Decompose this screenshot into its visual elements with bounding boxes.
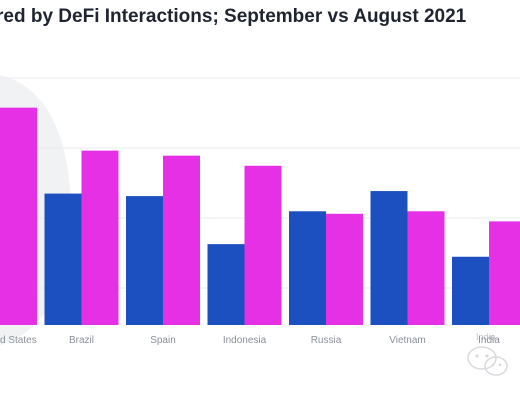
category-labels: d States Brazil Spain Indonesia Russia Vietna… <box>0 335 500 346</box>
bar-1-series-1 <box>81 150 119 325</box>
bar-3-series-1 <box>244 165 282 325</box>
bar-6-series-0 <box>452 256 489 325</box>
category-label-3: Indonesia <box>223 335 267 346</box>
category-label-4: Russia <box>311 335 342 346</box>
bar-6-series-1 <box>489 221 520 325</box>
category-label-0: d States <box>0 335 37 346</box>
bar-0-series-1 <box>0 107 37 326</box>
category-label-5: Vietnam <box>389 335 426 346</box>
bar-4-series-0 <box>289 211 326 325</box>
bar-2-series-0 <box>126 196 163 325</box>
category-label-1: Brazil <box>69 335 94 346</box>
wechat-icon <box>467 346 508 376</box>
bars <box>0 107 520 326</box>
category-label-6: India <box>478 335 500 346</box>
bar-4-series-1 <box>326 213 363 325</box>
bar-5-series-0 <box>370 191 408 325</box>
watermark-label: India <box>476 332 496 342</box>
wechat-watermark: India <box>467 332 508 376</box>
bar-2-series-1 <box>163 155 200 325</box>
bar-5-series-1 <box>407 211 445 325</box>
bar-1-series-0 <box>44 193 82 325</box>
category-label-2: Spain <box>150 335 176 346</box>
bar-3-series-0 <box>207 244 245 325</box>
chart-title: red by DeFi Interactions; September vs A… <box>0 6 467 27</box>
